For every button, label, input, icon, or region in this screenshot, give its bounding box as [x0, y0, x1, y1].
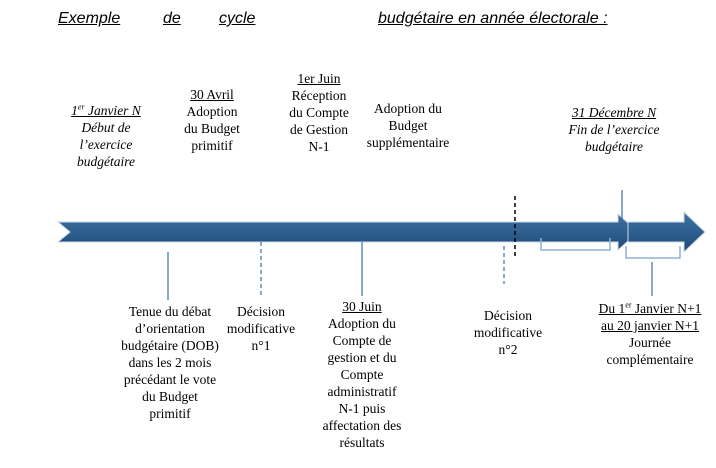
label-jun30: 30 Juin Adoption du Compte de gestion et… — [322, 299, 402, 450]
label-dm2: Décision modificative n°2 — [473, 308, 543, 357]
title-rest: budgétaire en année électorale : — [378, 10, 608, 27]
label-journee: Du 1er Janvier N+1 au 20 janvier N+1 Jou… — [598, 300, 702, 367]
title-cycle: cycle — [219, 10, 256, 27]
title-de: de — [163, 10, 181, 27]
label-budget-supp: Adoption du Budget supplémentaire — [366, 101, 450, 150]
label-jan1: 1er Janvier N Début de l’exercice budgét… — [71, 102, 141, 169]
label-jun1: 1er Juin Réception du Compte de Gestion … — [289, 71, 349, 154]
title-exemple: Exemple — [58, 10, 121, 27]
label-dec31: 31 Décembre N Fin de l’exercice budgétai… — [568, 105, 660, 154]
bracket-december — [540, 238, 611, 251]
main-timeline-arrow — [56, 212, 639, 252]
label-dm1: Décision modificative n°1 — [226, 304, 296, 353]
next-year-arrow — [627, 210, 706, 254]
label-avr30: 30 Avril Adoption du Budget primitif — [184, 87, 240, 153]
label-dob: Tenue du débat d’orientation budgétaire … — [121, 304, 219, 421]
bracket-january — [625, 246, 681, 259]
